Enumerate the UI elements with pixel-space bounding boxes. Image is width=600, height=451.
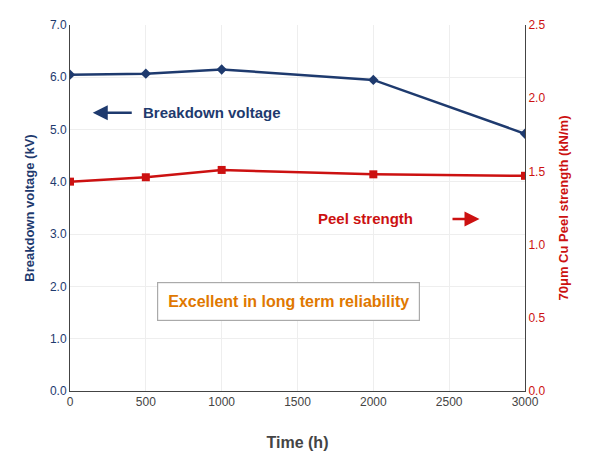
svg-text:1500: 1500 — [284, 395, 311, 409]
svg-text:2500: 2500 — [436, 395, 463, 409]
svg-text:Peel strength: Peel strength — [318, 210, 413, 227]
svg-text:1000: 1000 — [208, 395, 235, 409]
svg-text:500: 500 — [136, 395, 156, 409]
svg-text:0.0: 0.0 — [528, 384, 545, 398]
svg-text:4.0: 4.0 — [50, 175, 67, 189]
svg-text:0.5: 0.5 — [528, 311, 545, 325]
svg-text:3.0: 3.0 — [50, 227, 67, 241]
svg-text:70μm Cu Peel strength (kN/m): 70μm Cu Peel strength (kN/m) — [556, 116, 571, 301]
svg-text:0: 0 — [67, 395, 74, 409]
svg-text:2.0: 2.0 — [528, 91, 545, 105]
svg-text:Breakdown voltage (kV): Breakdown voltage (kV) — [22, 134, 37, 281]
svg-text:0.0: 0.0 — [50, 384, 67, 398]
svg-text:3000: 3000 — [512, 395, 539, 409]
svg-text:1.5: 1.5 — [528, 165, 545, 179]
svg-text:Excellent in long term reliabi: Excellent in long term reliability — [168, 293, 409, 310]
svg-text:Time (h): Time (h) — [267, 434, 329, 451]
svg-text:Breakdown voltage: Breakdown voltage — [143, 104, 281, 121]
svg-text:1.0: 1.0 — [528, 238, 545, 252]
svg-text:2000: 2000 — [360, 395, 387, 409]
svg-text:7.0: 7.0 — [50, 18, 67, 32]
svg-text:5.0: 5.0 — [50, 123, 67, 137]
svg-text:1.0: 1.0 — [50, 332, 67, 346]
svg-text:6.0: 6.0 — [50, 70, 67, 84]
svg-text:2.5: 2.5 — [528, 18, 545, 32]
svg-text:2.0: 2.0 — [50, 280, 67, 294]
